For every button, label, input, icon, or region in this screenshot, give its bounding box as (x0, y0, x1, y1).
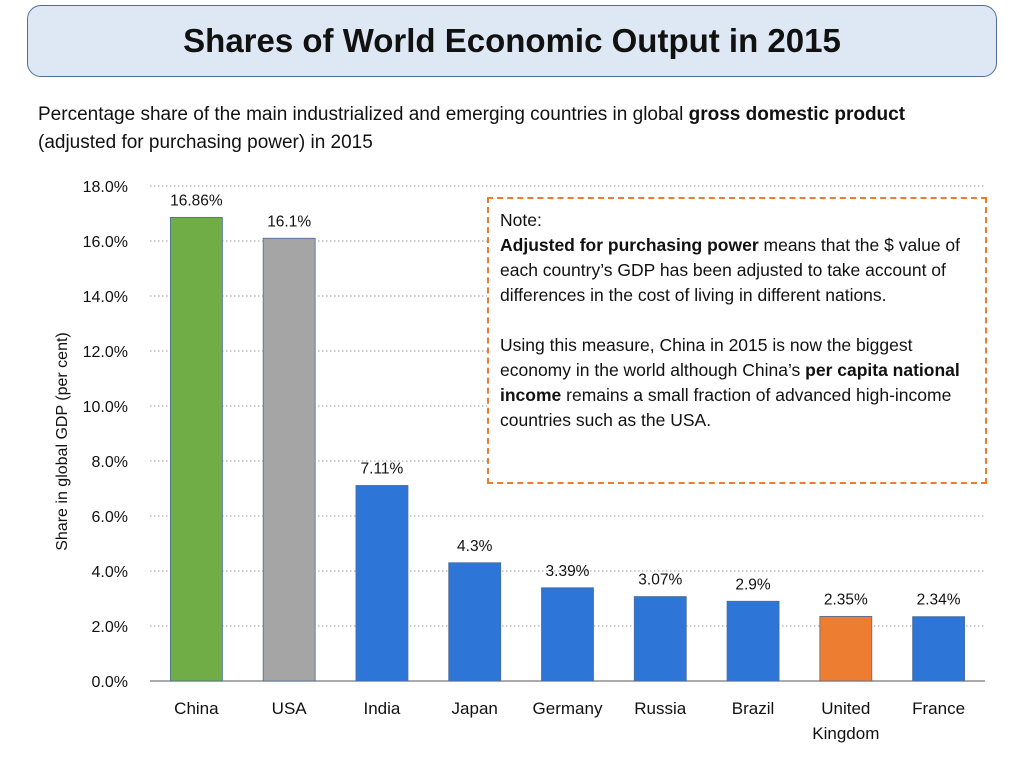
note-paragraph-2: Using this measure, China in 2015 is now… (500, 333, 976, 433)
data-label: 16.1% (267, 213, 311, 230)
x-tick-label: France (912, 699, 965, 718)
data-label: 2.34% (917, 592, 961, 609)
note-p1-bold: Adjusted for purchasing power (500, 235, 759, 255)
data-label: 3.07% (638, 572, 682, 589)
note-p1-text: means that the $ value of each country’s… (500, 235, 961, 305)
x-tick-label: Russia (634, 699, 687, 718)
subtitle-text-2: (adjusted for purchasing power) in 2015 (38, 132, 373, 153)
y-tick-label: 0.0% (92, 674, 128, 691)
note-p2-text-a: Using this measure, China in 2015 is now… (500, 335, 913, 380)
y-tick-label: 12.0% (83, 344, 128, 361)
y-tick-label: 4.0% (92, 564, 128, 581)
note-p2-bold: per capita national income (500, 360, 960, 405)
y-tick-label: 14.0% (83, 289, 128, 306)
x-tick-label: Brazil (732, 699, 775, 718)
x-tick-label: United Kingdom (812, 699, 879, 743)
y-tick-label: 10.0% (83, 399, 128, 416)
x-tick-label: India (364, 699, 401, 718)
x-tick-label: China (174, 699, 219, 718)
bar (169, 216, 223, 682)
bar (819, 615, 873, 682)
x-tick-label: USA (272, 699, 308, 718)
chart-subtitle: Percentage share of the main industriali… (38, 101, 958, 157)
bar (726, 600, 780, 682)
data-label: 3.39% (546, 563, 590, 580)
data-label: 2.35% (824, 591, 868, 608)
note-heading: Note: (500, 210, 542, 230)
y-tick-label: 2.0% (92, 619, 128, 636)
note-p2-text-b: remains a small fraction of advanced hig… (500, 385, 952, 430)
bar (355, 485, 409, 682)
bar (912, 616, 966, 682)
subtitle-bold-1: gross domestic product (688, 104, 906, 125)
y-tick-label: 6.0% (92, 509, 128, 526)
data-label: 7.11% (361, 460, 404, 477)
y-axis-label: Share in global GDP (per cent) (54, 332, 71, 550)
x-tick-label: Japan (452, 699, 498, 718)
title-banner: Shares of World Economic Output in 2015 (27, 5, 997, 77)
y-tick-label: 16.0% (83, 234, 128, 251)
x-tick-label: Germany (533, 699, 603, 718)
bar (633, 596, 687, 682)
data-label: 4.3% (457, 538, 493, 555)
page-title: Shares of World Economic Output in 2015 (183, 22, 841, 59)
bar (541, 587, 594, 682)
y-tick-label: 8.0% (92, 454, 128, 471)
note-box: Note: Adjusted for purchasing power mean… (487, 197, 987, 484)
bar (448, 562, 502, 682)
y-tick-label: 18.0% (83, 179, 128, 196)
data-label: 16.86% (170, 192, 223, 209)
data-label: 2.9% (735, 576, 771, 593)
subtitle-text-1: Percentage share of the main industriali… (38, 104, 689, 125)
bar (262, 237, 316, 682)
note-paragraph-1: Adjusted for purchasing power means that… (500, 233, 976, 308)
